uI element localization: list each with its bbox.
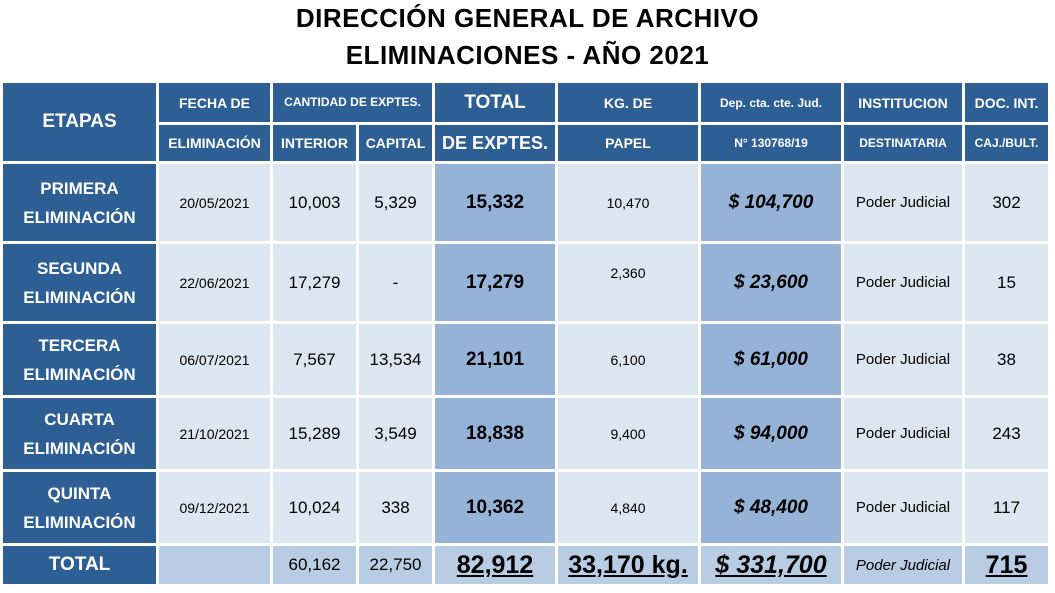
interior-cell: 7,567 — [273, 324, 356, 395]
header-total-line1: TOTAL — [435, 83, 555, 122]
stage-label: QUINTA ELIMINACIÓN — [3, 472, 156, 543]
capital-cell: 3,549 — [359, 398, 432, 469]
interior-cell: 10,024 — [273, 472, 356, 543]
header-row-2: ELIMINACIÓN INTERIOR CAPITAL DE EXPTES. … — [3, 125, 1048, 161]
table-row: PRIMERA ELIMINACIÓN 20/05/2021 10,003 5,3… — [3, 164, 1048, 241]
header-cantidad: CANTIDAD DE EXPTES. — [273, 83, 432, 122]
header-dep-line2: N° 130768/19 — [701, 125, 841, 161]
institucion-cell: Poder Judicial — [844, 164, 962, 241]
header-fecha-line1: FECHA DE — [159, 83, 270, 122]
stage-label: CUARTA ELIMINACIÓN — [3, 398, 156, 469]
doc-cell: 15 — [965, 244, 1048, 321]
doc-cell: 117 — [965, 472, 1048, 543]
header-doc-line1: DOC. INT. — [965, 83, 1048, 122]
header-interior: INTERIOR — [273, 125, 356, 161]
stage-label: TERCERA ELIMINACIÓN — [3, 324, 156, 395]
fecha-cell: 06/07/2021 — [159, 324, 270, 395]
fecha-cell: 21/10/2021 — [159, 398, 270, 469]
totals-expedientes: 82,912 — [435, 546, 555, 584]
header-total-line2: DE EXPTES. — [435, 125, 555, 161]
interior-cell: 10,003 — [273, 164, 356, 241]
capital-cell: - — [359, 244, 432, 321]
totals-deposito: $ 331,700 — [701, 546, 841, 584]
doc-cell: 302 — [965, 164, 1048, 241]
kg-cell: 6,100 — [558, 324, 698, 395]
total-cell: 15,332 — [435, 164, 555, 241]
totals-capital: 22,750 — [359, 546, 432, 584]
deposito-cell: $ 23,600 — [701, 244, 841, 321]
deposito-cell: $ 94,000 — [701, 398, 841, 469]
header-etapas: ETAPAS — [3, 83, 156, 161]
header-kg-line1: KG. DE — [558, 83, 698, 122]
capital-cell: 13,534 — [359, 324, 432, 395]
doc-cell: 38 — [965, 324, 1048, 395]
stage-label: SEGUNDA ELIMINACIÓN — [3, 244, 156, 321]
header-row-1: ETAPAS FECHA DE CANTIDAD DE EXPTES. TOTA… — [3, 83, 1048, 161]
table-row: SEGUNDA ELIMINACIÓN 22/06/2021 17,279 - 1… — [3, 244, 1048, 321]
eliminations-table: ETAPAS FECHA DE CANTIDAD DE EXPTES. TOTA… — [0, 80, 1051, 587]
totals-institucion: Poder Judicial — [844, 546, 962, 584]
kg-cell: 2,360 — [558, 244, 698, 321]
header-kg-line2: PAPEL — [558, 125, 698, 161]
totals-label: TOTAL — [3, 546, 156, 584]
totals-fecha-cell — [159, 546, 270, 584]
totals-kg: 33,170 kg. — [558, 546, 698, 584]
interior-cell: 17,279 — [273, 244, 356, 321]
fecha-cell: 20/05/2021 — [159, 164, 270, 241]
deposito-cell: $ 61,000 — [701, 324, 841, 395]
stage-label: PRIMERA ELIMINACIÓN — [3, 164, 156, 241]
table-row: TERCERA ELIMINACIÓN 06/07/2021 7,567 13,5… — [3, 324, 1048, 395]
header-capital: CAPITAL — [359, 125, 432, 161]
page-subtitle: ELIMINACIONES - AÑO 2021 — [345, 40, 710, 70]
fecha-cell: 09/12/2021 — [159, 472, 270, 543]
total-cell: 21,101 — [435, 324, 555, 395]
header-inst-line1: INSTITUCION — [844, 83, 962, 122]
totals-interior: 60,162 — [273, 546, 356, 584]
table-row: QUINTA ELIMINACIÓN 09/12/2021 10,024 338 … — [3, 472, 1048, 543]
interior-cell: 15,289 — [273, 398, 356, 469]
institucion-cell: Poder Judicial — [844, 398, 962, 469]
header-doc-line2: CAJ./BULT. — [965, 125, 1048, 161]
deposito-cell: $ 48,400 — [701, 472, 841, 543]
capital-cell: 5,329 — [359, 164, 432, 241]
header-inst-line2: DESTINATARIA — [844, 125, 962, 161]
totals-doc: 715 — [965, 546, 1048, 584]
kg-cell: 4,840 — [558, 472, 698, 543]
doc-cell: 243 — [965, 398, 1048, 469]
totals-row: TOTAL 60,162 22,750 82,912 33,170 kg. $ … — [3, 546, 1048, 584]
table-row: CUARTA ELIMINACIÓN 21/10/2021 15,289 3,54… — [3, 398, 1048, 469]
kg-cell: 9,400 — [558, 398, 698, 469]
total-cell: 17,279 — [435, 244, 555, 321]
kg-cell: 10,470 — [558, 164, 698, 241]
total-cell: 10,362 — [435, 472, 555, 543]
institucion-cell: Poder Judicial — [844, 324, 962, 395]
header-fecha-line2: ELIMINACIÓN — [159, 125, 270, 161]
header-dep-line1: Dep. cta. cte. Jud. — [701, 83, 841, 122]
institucion-cell: Poder Judicial — [844, 472, 962, 543]
institucion-cell: Poder Judicial — [844, 244, 962, 321]
fecha-cell: 22/06/2021 — [159, 244, 270, 321]
total-cell: 18,838 — [435, 398, 555, 469]
page-title: DIRECCIÓN GENERAL DE ARCHIVO — [295, 3, 760, 33]
capital-cell: 338 — [359, 472, 432, 543]
deposito-cell: $ 104,700 — [701, 164, 841, 241]
